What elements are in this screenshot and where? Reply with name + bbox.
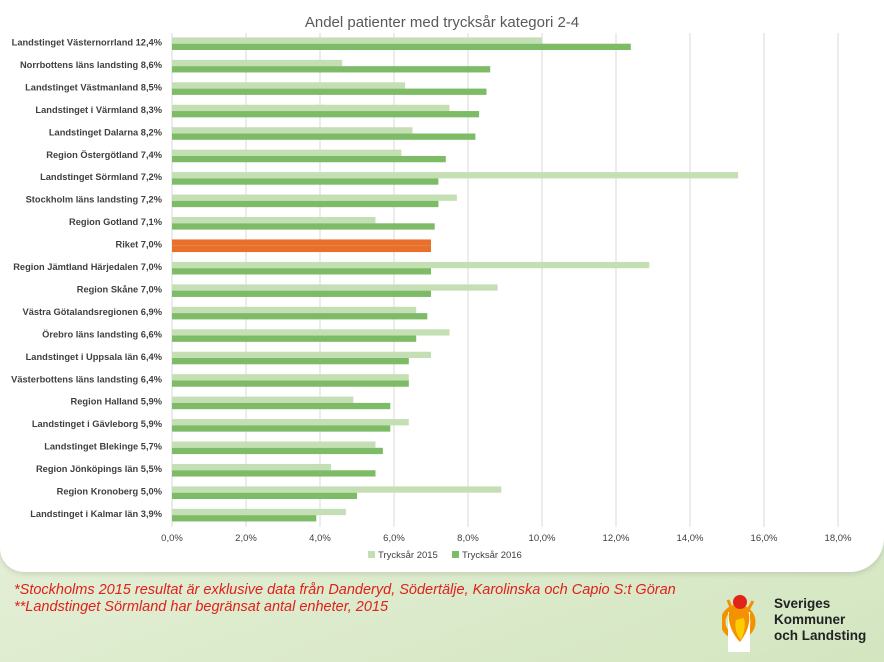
bar-2016 [172,111,480,118]
category-label: Region Jönköpings län 5,5% [36,464,163,474]
bar-2016 [172,380,409,387]
category-label: Region Kronoberg 5,0% [57,487,163,497]
bar-2016 [172,313,428,320]
bar-2016 [172,200,439,208]
x-tick-label: 8,0% [457,533,479,544]
logo-text-line-3: och Landsting [774,628,867,643]
bar-2016 [172,290,431,297]
category-label: Landstinget i Gävleborg 5,9% [32,419,163,429]
bar-2016 [172,245,431,253]
bar-2015 [172,217,376,224]
category-label: Norrbottens läns landsting 8,6% [20,60,163,70]
category-label: Landstinget i Värmland 8,3% [35,105,162,115]
legend-label: Trycksår 2015 [378,550,438,561]
skl-logo-icon [722,595,756,652]
category-label: Västra Götalandsregionen 6,9% [23,307,163,317]
x-tick-label: 6,0% [383,533,405,544]
bar-2015 [172,284,498,291]
legend-label: Trycksår 2016 [462,550,522,561]
bar-2016 [172,402,391,410]
bar-2016 [172,133,476,140]
category-label: Region Halland 5,9% [71,397,163,407]
bar-2016 [172,470,376,477]
logo-text-line-2: Kommuner [774,612,846,627]
bar-2015 [172,486,502,493]
bar-2015 [172,329,450,336]
category-label: Stockholm läns landsting 7,2% [26,195,163,205]
bar-2015 [172,59,343,67]
bar-2016 [172,335,417,342]
bar-2015 [172,374,409,381]
bar-2016 [172,515,317,522]
bar-2016 [172,88,487,95]
bar-2016 [172,268,431,275]
bar-2016 [172,178,439,185]
category-label: Landstinget Västernorrland 12,4% [12,38,163,48]
x-tick-label: 18,0% [825,533,852,544]
bar-2015 [172,172,739,179]
legend: Trycksår 2015 Trycksår 2016 [368,550,522,561]
category-label: Landstinget Sörmland 7,2% [40,172,163,182]
bar-2016 [172,66,491,73]
logo-text-line-1: Sveriges [774,596,831,611]
bar-2015 [172,419,409,426]
category-label: Region Skåne 7,0% [77,284,163,294]
category-label: Region Jämtland Härjedalen 7,0% [13,262,163,272]
x-tick-label: 4,0% [309,533,331,544]
bar-2015 [172,82,406,89]
bar-2015 [172,508,346,516]
bar-2015 [172,194,457,201]
category-label: Riket 7,0% [115,240,162,250]
x-tick-label: 10,0% [529,533,556,544]
x-tick-label: 16,0% [751,533,778,544]
bar-2015 [172,463,332,471]
bar-2015 [172,104,450,112]
category-label: Landstinget Blekinge 5,7% [44,442,163,452]
skl-logo: Sveriges Kommuner och Landsting [722,590,872,654]
category-label: Landstinget Västmanland 8,5% [25,82,163,92]
bar-2015 [172,441,376,448]
bar-2016 [172,43,631,50]
bar-2015 [172,351,431,358]
category-label: Landstinget i Kalmar län 3,9% [30,509,162,519]
category-label: Landstinget i Uppsala län 6,4% [26,352,163,362]
bar-2015 [172,396,354,403]
legend-swatch [368,551,375,558]
bar-2016 [172,447,383,455]
footnote-2: **Landstinget Sörmland har begränsat ant… [14,599,389,615]
footnote-1: *Stockholms 2015 resultat är exklusive d… [14,582,676,598]
slide-card: Andel patienter med trycksår kategori 2-… [11,14,853,561]
category-label: Region Gotland 7,1% [69,217,163,227]
x-tick-label: 2,0% [235,533,257,544]
bar-2015 [172,306,417,314]
legend-swatch [452,551,459,558]
bar-2015 [172,261,650,269]
chart: Andel patienter med trycksår kategori 2-… [11,14,852,561]
x-tick-label: 14,0% [677,533,704,544]
bar-2016 [172,492,357,499]
bar-2015 [172,127,413,134]
x-tick-label: 0,0% [161,533,183,544]
category-label: Västerbottens läns landsting 6,4% [11,374,163,384]
category-label: Landstinget Dalarna 8,2% [49,127,163,137]
bar-2015 [172,149,402,156]
bar-2016 [172,223,435,230]
bar-2015 [172,239,431,246]
category-label: Region Östergötland 7,4% [46,150,162,160]
bar-2016 [172,425,391,432]
x-tick-label: 12,0% [603,533,630,544]
bar-2015 [172,37,542,44]
bar-2016 [172,358,409,365]
bar-2016 [172,155,446,163]
category-label: Örebro läns landsting 6,6% [42,329,163,339]
chart-title: Andel patienter med trycksår kategori 2-… [305,14,579,31]
